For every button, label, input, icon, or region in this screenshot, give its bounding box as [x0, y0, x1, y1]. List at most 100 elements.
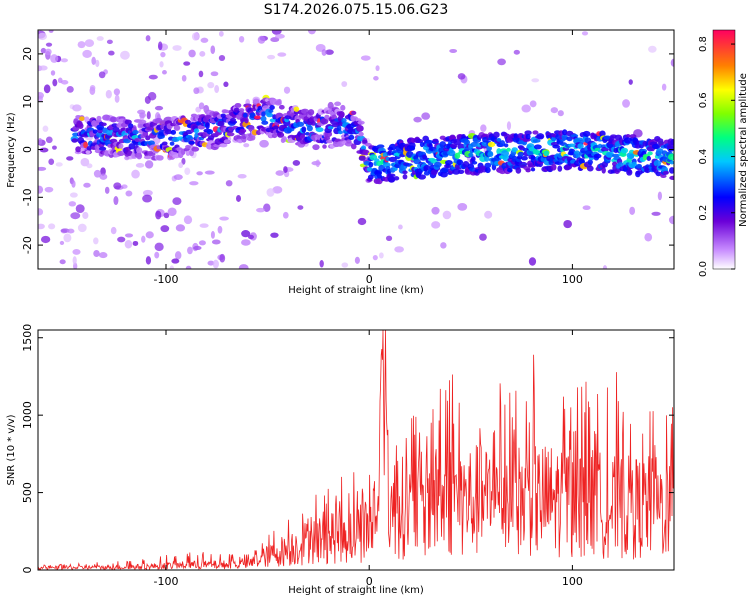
heatmap-cell [77, 41, 86, 49]
heatmap-cell [422, 154, 427, 160]
heatmap-cell [480, 124, 487, 132]
heatmap-cell [647, 151, 653, 156]
heatmap-cell [52, 145, 57, 150]
heatmap-cell [204, 170, 215, 175]
heatmap-cell [277, 98, 282, 105]
heatmap-cell [449, 48, 458, 53]
heatmap-cell [237, 173, 247, 179]
colorbar-tick-label: 0.6 [698, 92, 709, 108]
y-tick-label: 0 [21, 567, 34, 574]
spectrogram-plot-area [38, 30, 674, 269]
heatmap-cell [183, 61, 191, 66]
heatmap-cell [146, 126, 155, 131]
heatmap-cell [63, 233, 72, 243]
x-tick-label: -100 [154, 575, 179, 588]
heatmap-cell [651, 211, 661, 216]
heatmap-cell [184, 167, 191, 176]
heatmap-cell [249, 112, 256, 119]
heatmap-cell [581, 31, 589, 36]
heatmap-cell [210, 231, 215, 239]
heatmap-cell [223, 139, 231, 144]
heatmap-cell [48, 158, 55, 165]
heatmap-cell [529, 100, 537, 108]
heatmap-cell [622, 99, 630, 108]
heatmap-cell [75, 146, 82, 153]
heatmap-cell [136, 146, 143, 154]
y-tick-label: 10 [21, 95, 34, 109]
heatmap-cell [173, 174, 183, 180]
x-tick-label: 0 [366, 575, 373, 588]
heatmap-cell [125, 190, 133, 197]
heatmap-cell [218, 30, 224, 37]
colorbar-tick-label: 0.2 [698, 205, 709, 221]
heatmap-cell [430, 169, 438, 176]
heatmap-cell [362, 139, 368, 144]
heatmap-cell [219, 143, 228, 148]
heatmap-cell [142, 189, 153, 197]
heatmap-cell [164, 130, 173, 135]
colorbar-tick-label: 0.8 [698, 36, 709, 52]
heatmap-cell [388, 143, 397, 151]
heatmap-cell [167, 207, 177, 217]
heatmap-cell [95, 59, 100, 68]
heatmap-cell [550, 163, 557, 171]
heatmap-cell [113, 88, 121, 96]
heatmap-cell [513, 49, 520, 55]
heatmap-cell [127, 151, 132, 157]
heatmap-cell [605, 151, 614, 158]
y-tick-label: 1500 [21, 324, 34, 352]
heatmap-cell [174, 251, 182, 260]
heatmap-cell [656, 148, 664, 155]
heatmap-cell [468, 152, 474, 158]
heatmap-cell [550, 107, 559, 114]
heatmap-cell [241, 239, 251, 246]
heatmap-cell [587, 159, 593, 165]
heatmap-cell [418, 174, 427, 180]
heatmap-cell [351, 110, 357, 115]
heatmap-cell [79, 116, 85, 121]
heatmap-cell [96, 124, 105, 131]
heatmap-cell [521, 156, 528, 161]
snr-y-label: SNR (10 * v/v) [6, 414, 17, 485]
heatmap-cell [524, 130, 532, 136]
heatmap-cell [172, 154, 180, 159]
heatmap-cell [557, 110, 564, 117]
heatmap-cell [536, 133, 545, 140]
heatmap-cell [147, 92, 157, 101]
heatmap-cell [210, 45, 216, 54]
heatmap-cell [646, 156, 652, 161]
heatmap-cell [425, 139, 434, 144]
heatmap-cell [617, 162, 624, 167]
heatmap-cell [270, 37, 280, 43]
heatmap-cell [320, 117, 329, 125]
heatmap-cell [457, 73, 466, 80]
heatmap-cell [238, 108, 245, 113]
snr-x-ticks: -100 0 100 [154, 330, 583, 588]
heatmap-cell [307, 109, 315, 116]
heatmap-cell [421, 112, 431, 120]
heatmap-cell [77, 122, 84, 129]
heatmap-cell [409, 145, 416, 151]
heatmap-cell [214, 85, 220, 93]
heatmap-cell [71, 180, 76, 188]
heatmap-cell [310, 121, 317, 126]
heatmap-cell [38, 137, 43, 145]
heatmap-cell [432, 138, 439, 143]
heatmap-cell [357, 217, 367, 226]
heatmap-cell [117, 236, 126, 243]
colorbar-label: Normalized spectral amplitude [738, 73, 749, 227]
heatmap-cell [236, 194, 242, 202]
heatmap-cell [324, 114, 330, 120]
heatmap-cell [48, 223, 56, 230]
heatmap-cell [38, 32, 47, 41]
heatmap-cell [206, 129, 214, 135]
heatmap-cell [183, 215, 193, 225]
heatmap-cell [266, 188, 275, 197]
heatmap-cell [385, 235, 393, 241]
heatmap-cell [668, 215, 674, 225]
heatmap-cell [226, 132, 235, 137]
heatmap-cell [104, 186, 110, 194]
heatmap-cell [388, 156, 397, 162]
heatmap-cell [181, 74, 187, 82]
x-tick-label: 100 [562, 575, 583, 588]
